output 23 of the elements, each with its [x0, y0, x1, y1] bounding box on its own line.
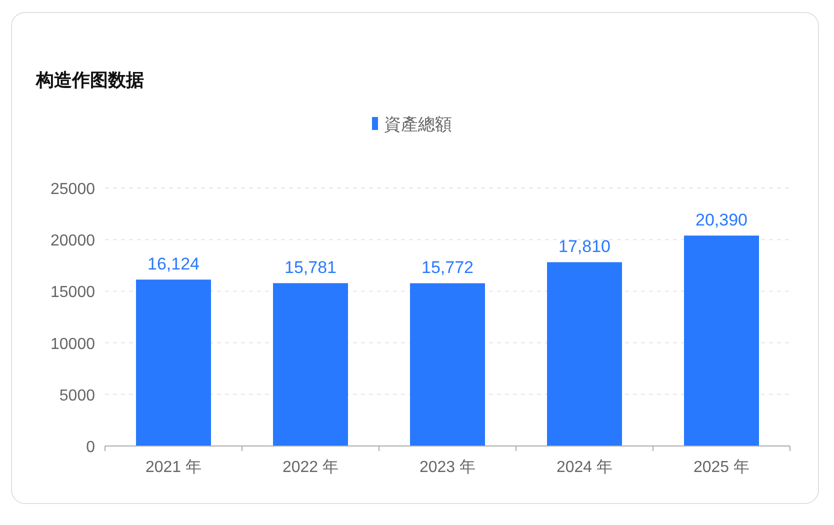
x-tick-label: 2024 年 — [556, 459, 613, 476]
chart-title: 构造作图数据 — [35, 70, 144, 90]
y-tick-label: 0 — [86, 439, 96, 456]
legend-label: 資產總額 — [384, 115, 452, 134]
x-tick-label: 2022 年 — [282, 459, 339, 476]
data-label: 20,390 — [696, 210, 748, 230]
y-tick-label: 15000 — [50, 284, 96, 302]
x-tick-label: 2021 年 — [145, 459, 202, 476]
x-tick-label: 2023 年 — [419, 459, 476, 476]
bar — [410, 283, 485, 446]
y-tick-label: 5000 — [59, 387, 96, 404]
y-tick-label: 25000 — [50, 181, 96, 198]
y-tick-label: 20000 — [50, 232, 96, 250]
bar — [273, 283, 348, 446]
data-label: 15,781 — [284, 258, 336, 278]
data-label: 16,124 — [148, 254, 200, 274]
y-tick-label: 10000 — [50, 336, 96, 353]
bar — [684, 236, 759, 446]
data-label: 17,810 — [558, 237, 610, 256]
data-label: 15,772 — [422, 258, 474, 278]
bar — [136, 280, 211, 446]
x-tick-label: 2025 年 — [693, 459, 750, 476]
bar — [547, 262, 622, 446]
